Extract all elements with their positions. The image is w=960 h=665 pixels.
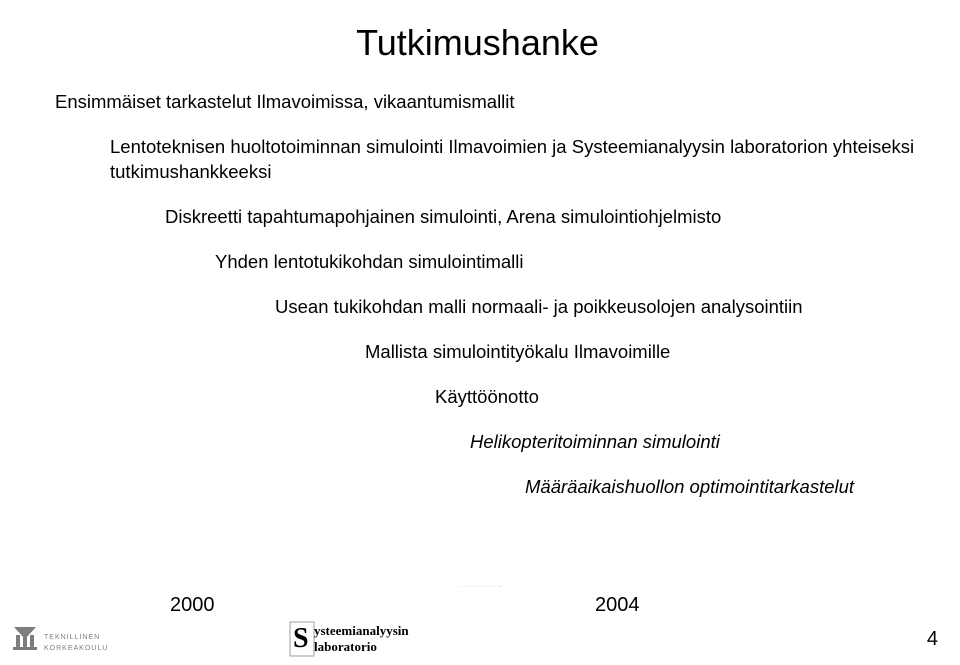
page-title: Tutkimushanke: [55, 22, 900, 64]
body-line-1: Ensimmäiset tarkastelut Ilmavoimissa, vi…: [55, 90, 905, 115]
university-name-1: TEKNILLINEN: [44, 634, 100, 641]
body-line-4: Yhden lentotukikohdan simulointimalli: [215, 250, 915, 275]
page-number: 4: [927, 628, 938, 651]
slide: Tutkimushanke Ensimmäiset tarkastelut Il…: [0, 0, 960, 665]
body-line-9: Määräaikaishuollon optimointitarkastelut: [525, 475, 960, 500]
university-name-2: KORKEAKOULU: [44, 645, 108, 652]
timeline-year-start: 2000: [170, 594, 215, 617]
lab-logo: S ysteemianalyysin laboratorio: [288, 619, 458, 659]
lab-logo-word2: laboratorio: [314, 639, 377, 654]
lab-logo-bigletter: S: [293, 623, 309, 654]
timeline-year-end: 2004: [595, 594, 640, 617]
body-line-6: Mallista simulointityökalu Ilmavoimille: [365, 340, 925, 365]
lab-logo-word1: ysteemianalyysin: [314, 623, 409, 638]
university-logo: TEKNILLINEN KORKEAKOULU: [8, 623, 188, 657]
body-line-8: Helikopteritoiminnan simulointi: [470, 430, 940, 455]
body-line-3: Diskreetti tapahtumapohjainen simulointi…: [165, 205, 925, 230]
body-line-2: Lentoteknisen huoltotoiminnan simulointi…: [110, 135, 930, 185]
timeline-arrow: [55, 586, 905, 587]
body-line-5: Usean tukikohdan malli normaali- ja poik…: [275, 295, 915, 320]
body-line-7: Käyttöönotto: [435, 385, 935, 410]
